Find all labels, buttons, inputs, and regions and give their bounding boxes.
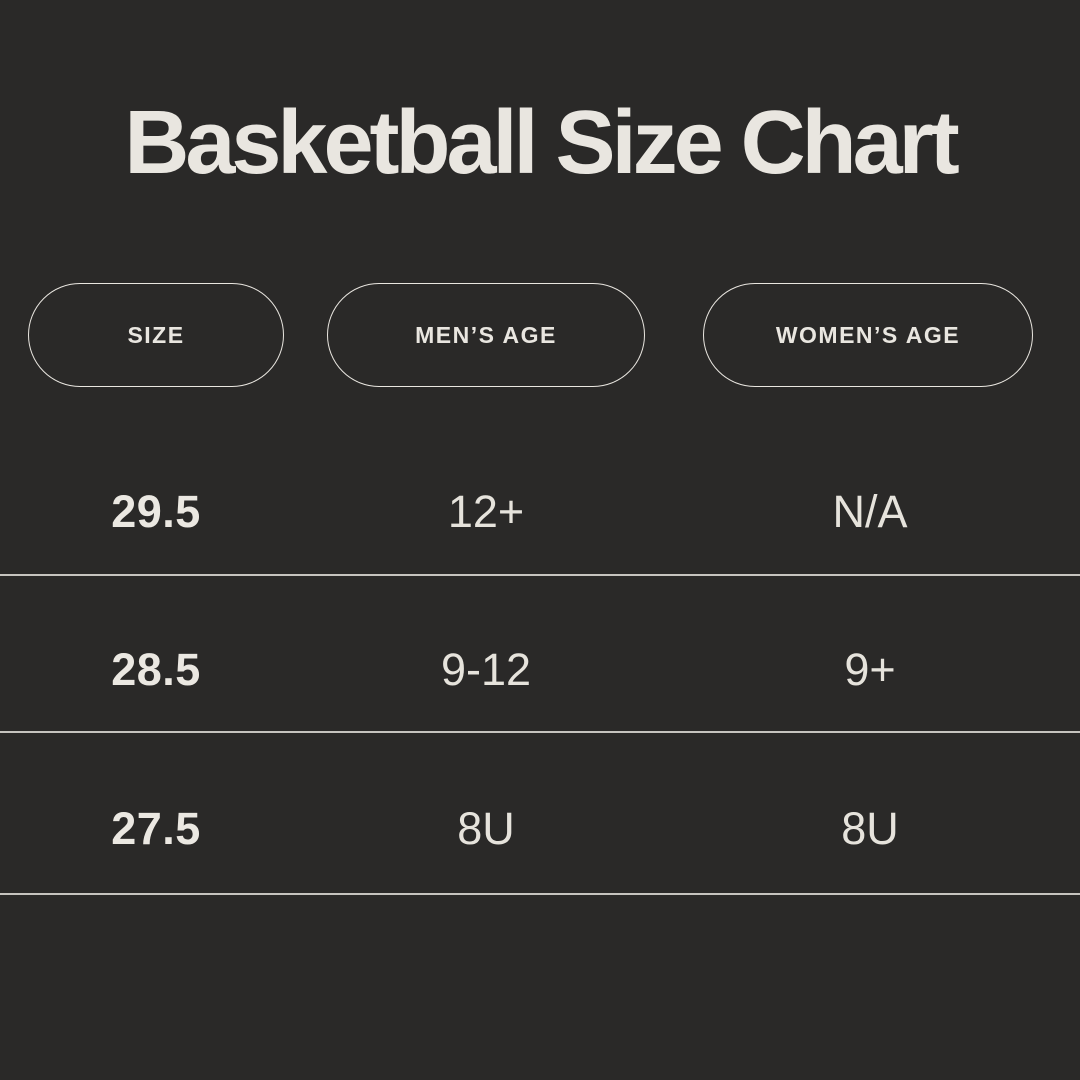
column-header-size: SIZE (127, 321, 185, 348)
column-header-mens-age: MEN’S AGE (415, 321, 557, 348)
cell-size: 28.5 (111, 643, 201, 695)
table-row: 28.5 9-12 9+ (0, 576, 1080, 733)
column-pill-mens-age: MEN’S AGE (327, 283, 645, 387)
table-row: 27.5 8U 8U (0, 733, 1080, 895)
cell-size: 29.5 (111, 486, 201, 537)
cell-mens-age: 12+ (447, 486, 525, 537)
cell-womens-age: 9+ (844, 643, 896, 695)
cell-size: 27.5 (111, 803, 201, 854)
column-pill-womens-age: WOMEN’S AGE (703, 283, 1033, 387)
table-row: 29.5 12+ N/A (0, 418, 1080, 576)
cell-womens-age: 8U (841, 803, 899, 854)
cell-womens-age: N/A (832, 486, 908, 537)
size-table: 29.5 12+ N/A 28.5 9-12 9+ 27.5 8U 8U (0, 418, 1080, 895)
page-title: Basketball Size Chart (124, 93, 959, 193)
cell-mens-age: 8U (457, 803, 515, 854)
cell-mens-age: 9-12 (440, 643, 532, 695)
column-header-womens-age: WOMEN’S AGE (775, 321, 961, 348)
column-pill-size: SIZE (28, 283, 284, 387)
